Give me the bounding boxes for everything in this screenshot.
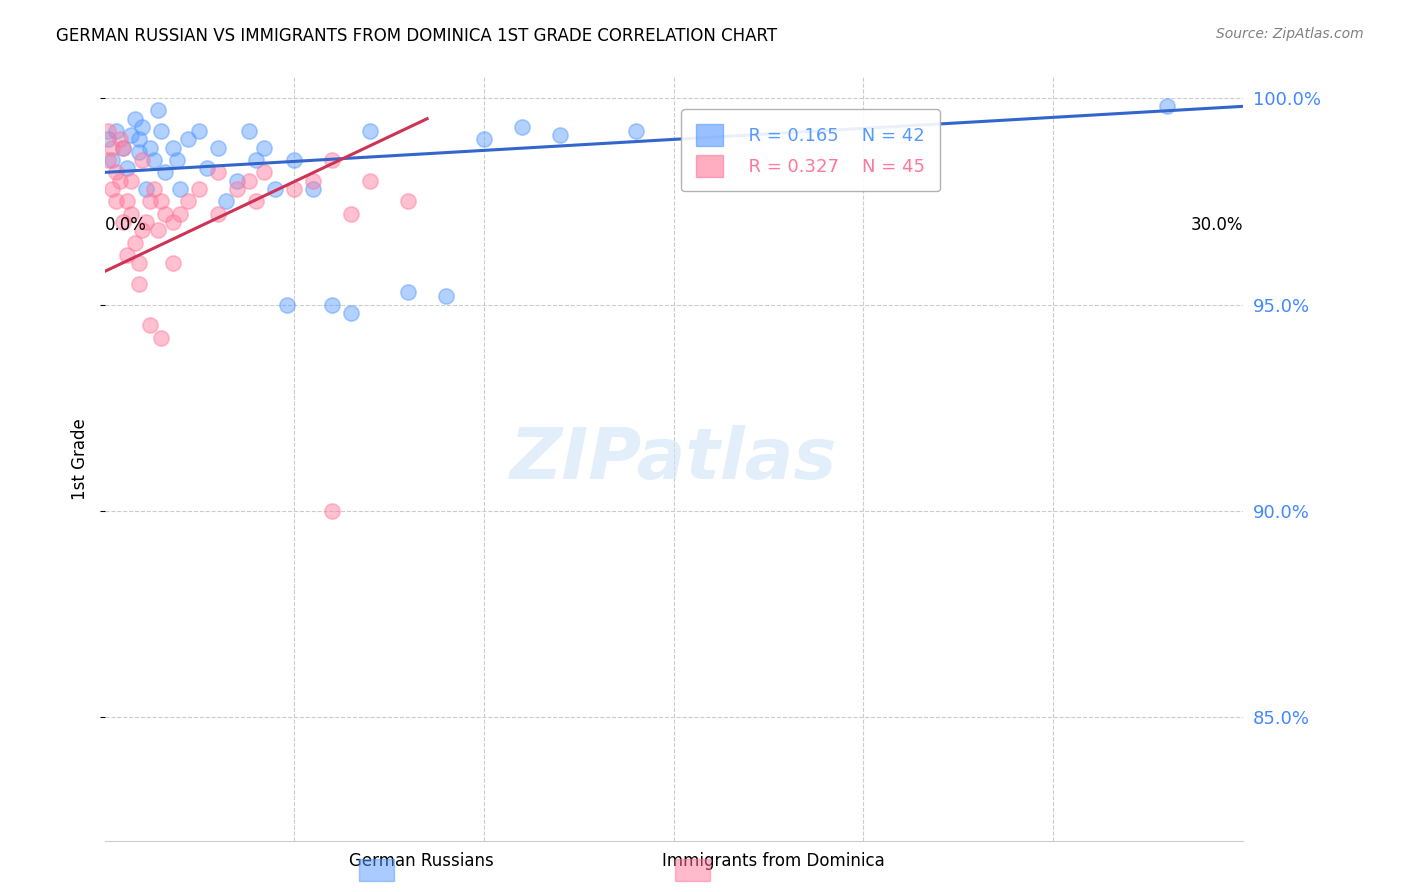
Point bbox=[162, 256, 184, 270]
Point bbox=[207, 207, 229, 221]
Point bbox=[124, 235, 146, 250]
Point bbox=[104, 165, 127, 179]
Point bbox=[131, 223, 153, 237]
Point bbox=[104, 194, 127, 209]
Text: ZIPatlas: ZIPatlas bbox=[510, 425, 838, 494]
Point bbox=[124, 112, 146, 126]
Point bbox=[434, 289, 457, 303]
Point bbox=[97, 132, 120, 146]
Point bbox=[253, 165, 276, 179]
Point bbox=[97, 124, 120, 138]
Point bbox=[117, 248, 139, 262]
Point bbox=[108, 174, 131, 188]
Point bbox=[207, 165, 229, 179]
Point bbox=[131, 120, 153, 134]
Point bbox=[169, 207, 191, 221]
Point bbox=[150, 124, 173, 138]
Point bbox=[396, 194, 419, 209]
Point bbox=[101, 141, 124, 155]
Point bbox=[177, 132, 200, 146]
Point bbox=[226, 174, 249, 188]
Point bbox=[139, 194, 162, 209]
Point bbox=[162, 141, 184, 155]
Legend:   R = 0.165    N = 42,   R = 0.327    N = 45: R = 0.165 N = 42, R = 0.327 N = 45 bbox=[681, 110, 939, 192]
Point bbox=[166, 153, 188, 167]
Point bbox=[264, 182, 287, 196]
Point bbox=[104, 124, 127, 138]
Point bbox=[215, 194, 238, 209]
Point bbox=[207, 141, 229, 155]
Point bbox=[238, 174, 260, 188]
Point bbox=[155, 207, 177, 221]
Point bbox=[548, 128, 571, 143]
Point bbox=[177, 194, 200, 209]
Point bbox=[101, 182, 124, 196]
Point bbox=[340, 207, 363, 221]
Point bbox=[321, 504, 343, 518]
Point bbox=[396, 285, 419, 300]
Point bbox=[97, 153, 120, 167]
Point bbox=[135, 182, 157, 196]
Point bbox=[142, 153, 165, 167]
Point bbox=[150, 330, 173, 344]
Point bbox=[253, 141, 276, 155]
Point bbox=[146, 223, 169, 237]
Point bbox=[472, 132, 495, 146]
Point bbox=[510, 120, 533, 134]
Point bbox=[188, 124, 211, 138]
Point bbox=[321, 153, 343, 167]
Point bbox=[135, 215, 157, 229]
Point bbox=[340, 306, 363, 320]
Point bbox=[162, 215, 184, 229]
Point bbox=[131, 153, 153, 167]
Point bbox=[188, 182, 211, 196]
Point bbox=[101, 153, 124, 167]
Text: German Russians: German Russians bbox=[350, 852, 494, 870]
Point bbox=[302, 182, 325, 196]
Text: Immigrants from Dominica: Immigrants from Dominica bbox=[662, 852, 884, 870]
Point bbox=[117, 161, 139, 176]
Text: 0.0%: 0.0% bbox=[104, 217, 146, 235]
Point bbox=[128, 132, 150, 146]
Point bbox=[195, 161, 218, 176]
Point bbox=[169, 182, 191, 196]
Point bbox=[139, 141, 162, 155]
Point bbox=[112, 141, 135, 155]
Point bbox=[1156, 99, 1178, 113]
Point bbox=[120, 174, 142, 188]
Point bbox=[155, 165, 177, 179]
Point bbox=[128, 277, 150, 291]
Point bbox=[117, 194, 139, 209]
Point bbox=[359, 124, 381, 138]
Point bbox=[226, 182, 249, 196]
Point bbox=[283, 153, 305, 167]
Point bbox=[302, 174, 325, 188]
Point bbox=[120, 207, 142, 221]
Point bbox=[245, 194, 267, 209]
Point bbox=[112, 215, 135, 229]
Point bbox=[321, 297, 343, 311]
Point bbox=[108, 132, 131, 146]
Text: GERMAN RUSSIAN VS IMMIGRANTS FROM DOMINICA 1ST GRADE CORRELATION CHART: GERMAN RUSSIAN VS IMMIGRANTS FROM DOMINI… bbox=[56, 27, 778, 45]
Point bbox=[359, 174, 381, 188]
Point bbox=[112, 141, 135, 155]
Point bbox=[142, 182, 165, 196]
Point bbox=[276, 297, 298, 311]
Point bbox=[245, 153, 267, 167]
Point bbox=[150, 194, 173, 209]
Text: Source: ZipAtlas.com: Source: ZipAtlas.com bbox=[1216, 27, 1364, 41]
Point bbox=[139, 318, 162, 333]
Point bbox=[128, 256, 150, 270]
Point bbox=[624, 124, 647, 138]
Point bbox=[128, 145, 150, 159]
Y-axis label: 1st Grade: 1st Grade bbox=[72, 418, 89, 500]
Point bbox=[283, 182, 305, 196]
Point bbox=[120, 128, 142, 143]
Text: 30.0%: 30.0% bbox=[1191, 217, 1243, 235]
Point bbox=[146, 103, 169, 118]
Point bbox=[238, 124, 260, 138]
